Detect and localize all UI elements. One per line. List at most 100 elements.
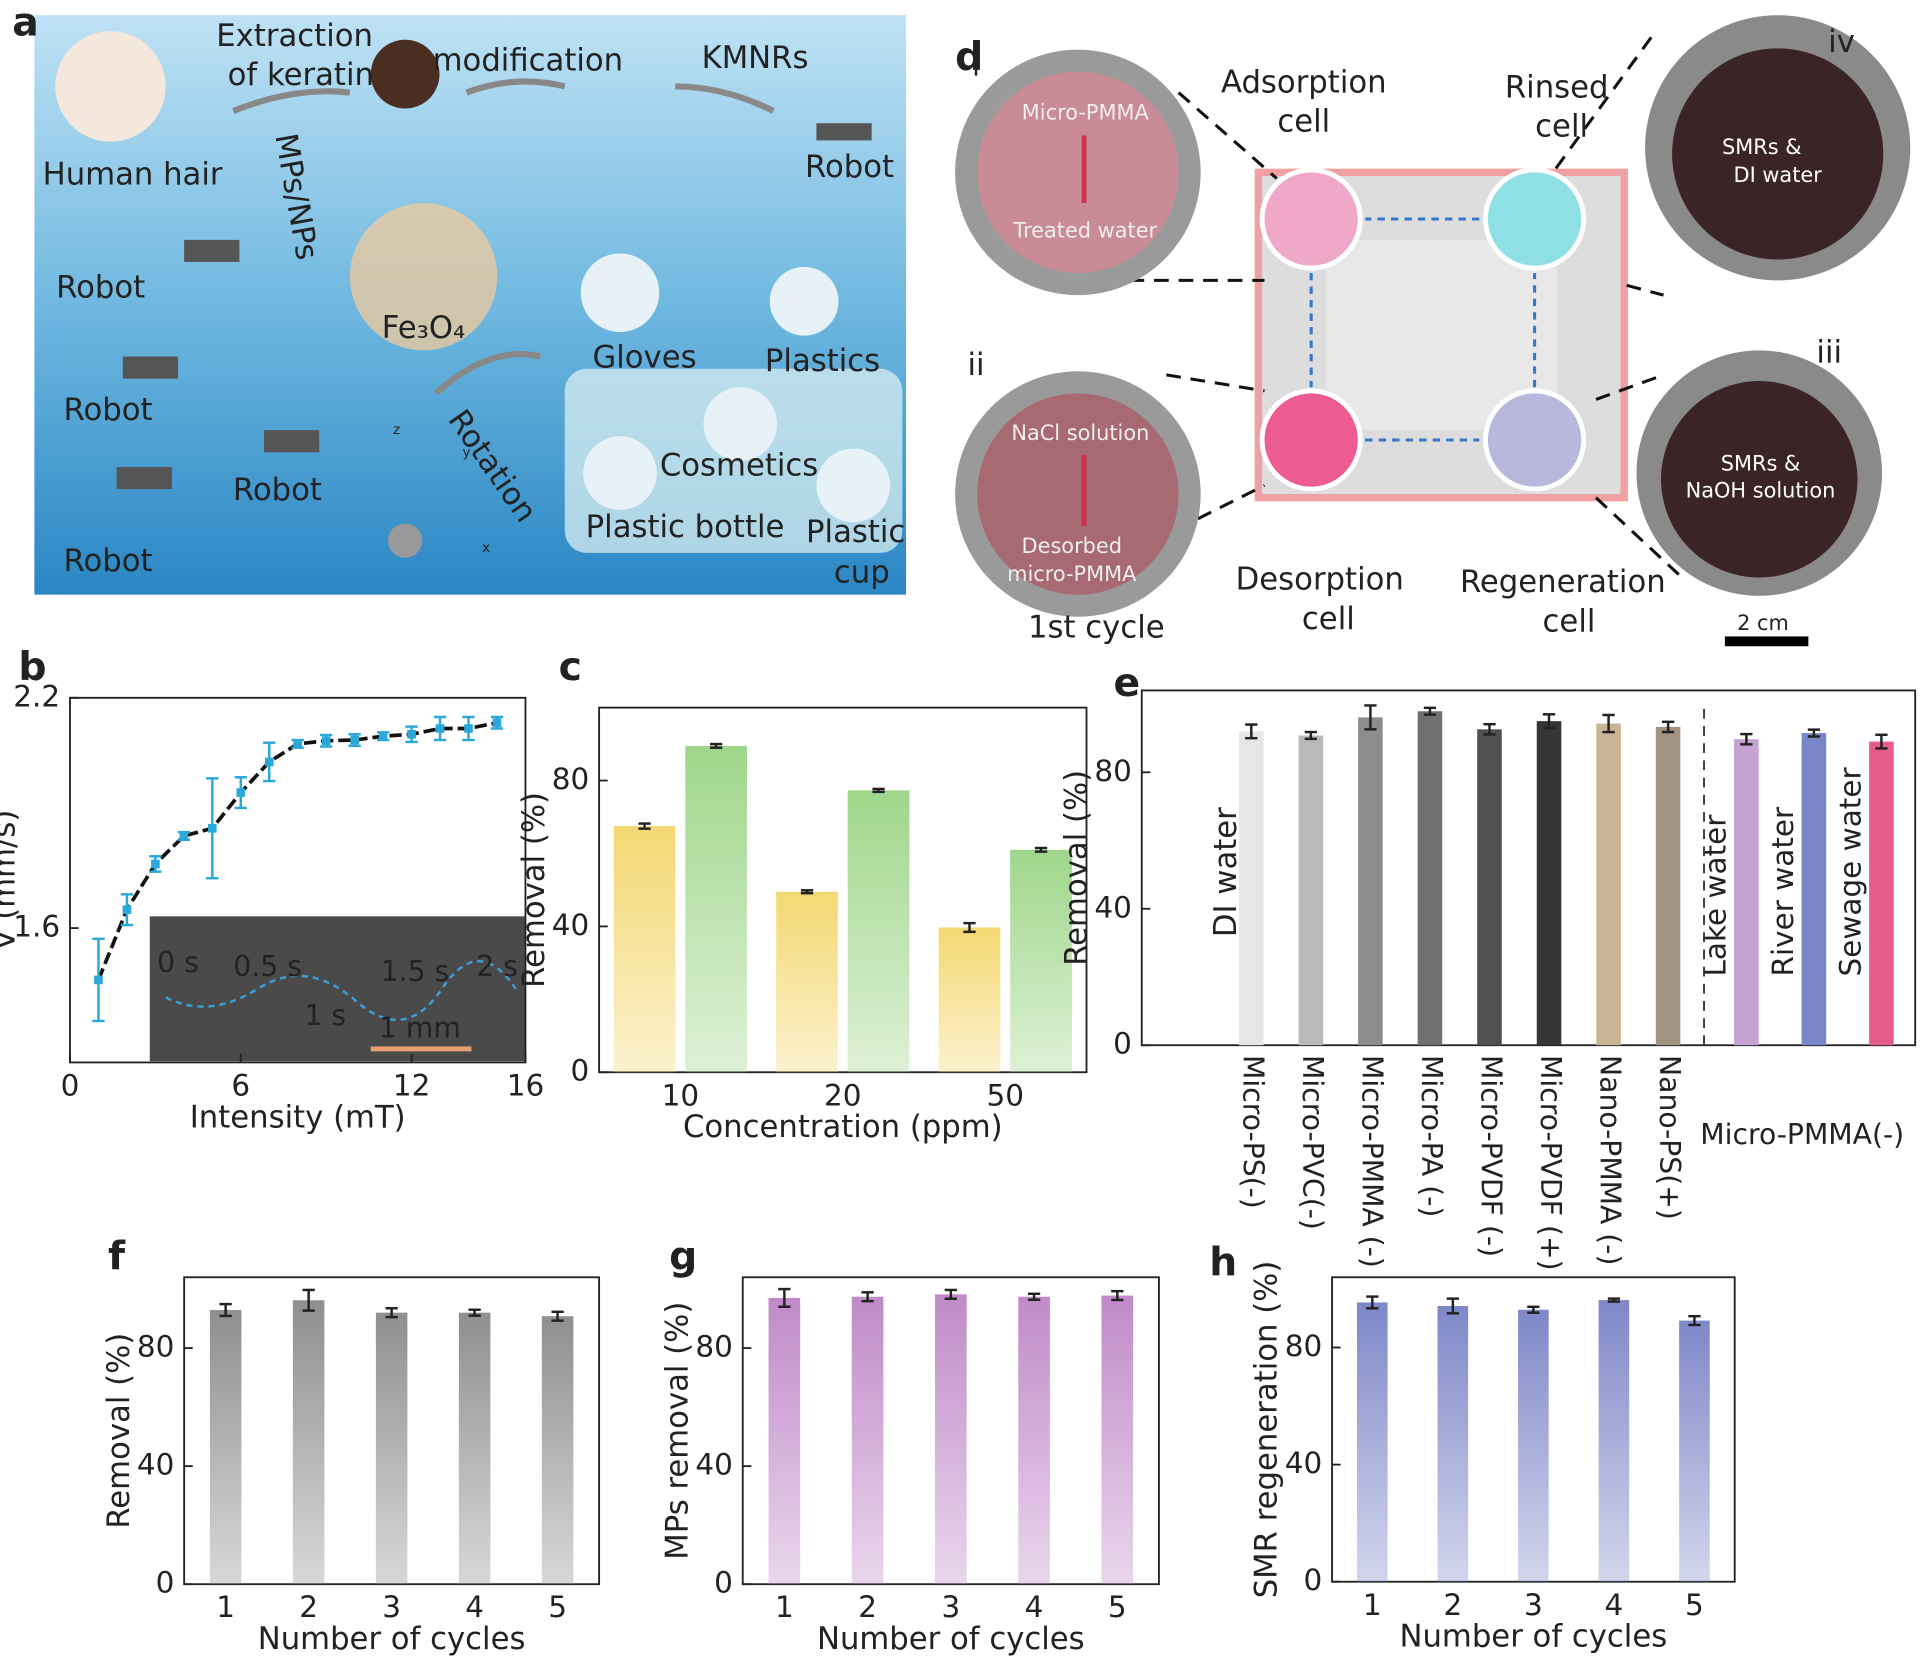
panel-letter: h [1209,1240,1237,1285]
plot-frame [1140,689,1917,1047]
a-label: modification [433,43,623,78]
a-label: Robot [233,473,322,508]
y-axis-label: Removal (%) [102,1333,137,1529]
bar [292,1300,325,1585]
data-point [151,859,160,869]
x-tick-label: 20 [824,1078,861,1112]
inset-annotation: 0.5 s [233,950,302,983]
robots [116,123,872,490]
bar [1437,1305,1469,1582]
bar [851,1296,884,1585]
a-label: z [393,422,400,438]
regeneration-cell [1483,388,1587,492]
bar [685,745,747,1073]
panel-letter: e [1114,661,1141,706]
data-point [179,831,189,841]
x-tick-label: 5 [548,1590,567,1624]
d-label: i [972,51,980,82]
x-tick-label: 4 [1605,1588,1624,1622]
data-point [122,905,132,914]
bar [1010,849,1072,1073]
y-tick-label: 80 [552,762,589,796]
data-point [350,735,359,745]
d-label: NaCl solution [1011,421,1149,445]
x-tick-label: Sewage water [1833,767,1867,977]
bar [541,1316,574,1585]
bar [938,927,1001,1073]
data-point [264,757,274,767]
y-tick-label: 0 [156,1566,175,1600]
x-axis-label: Number of cycles [258,1622,526,1657]
photo-iv-liquid [1672,48,1884,260]
x-tick-label: 0 [61,1068,80,1102]
bar [1536,721,1562,1046]
a-label: Robot [64,544,153,579]
y-tick-label: 40 [552,908,589,942]
inset-annotation: 2 s [476,950,518,983]
panel-letter: c [559,645,582,690]
panel-letter: f [108,1234,126,1279]
bar [1101,1295,1134,1585]
x-tick-label: 3 [941,1590,960,1624]
a-label: y [463,444,471,460]
d-label: micro-PMMA [1007,562,1137,586]
x-tick-label: 12 [393,1068,430,1102]
panel-letter: g [669,1234,697,1279]
d-label: Desorption [1236,563,1404,598]
hair-icon [55,31,166,142]
panel-letters: a b c d e f g h [12,1,1237,1286]
a-label: Plastics [765,344,880,379]
group-annotation: Micro-PMMA(-) [1700,1118,1904,1151]
x-tick-label: 50 [987,1078,1024,1112]
y-axis-label: SMR regeneration (%) [1250,1261,1285,1599]
a-label: Cosmetics [660,448,818,483]
d-label: cell [1535,110,1588,145]
keratin-icon [370,39,440,109]
bar [1298,735,1324,1046]
inset-trajectory [165,960,517,1022]
y-tick-label: 40 [1094,890,1131,924]
cup-icon [816,448,891,523]
x-tick-label: 3 [382,1590,401,1624]
x-tick-label: 5 [1108,1590,1127,1624]
inset-scale [370,1046,472,1052]
a-label: x [482,540,490,556]
panel-letter: b [18,645,46,690]
y-axis-label: Removal (%) [1059,770,1094,966]
bar [1417,711,1443,1046]
a-label: Plastic bottle [586,510,785,545]
a-label: Fe₃O₄ [382,311,466,346]
x-tick-label: 2 [858,1590,877,1624]
plot-frame [598,706,1088,1074]
bar [776,891,838,1073]
data-point [321,736,331,746]
x-tick-label: 16 [507,1068,544,1102]
y-tick-label: 40 [137,1448,174,1482]
group-annotation: DI water [1209,807,1244,937]
data-point [378,731,388,741]
x-tick-label: 4 [1025,1590,1044,1624]
d-label: SMRs & [1722,135,1802,159]
x-axis-label: Concentration (ppm) [683,1110,1003,1145]
d-label: Treated water [1012,218,1157,242]
photo-ii-liquid [977,393,1179,595]
data-point [435,724,445,733]
d-label: DI water [1734,163,1823,187]
y-tick-label: 40 [1285,1446,1322,1480]
data-point [94,975,103,985]
d-label: Micro-PMMA [1022,100,1150,124]
photo-iii-liquid [1661,381,1858,578]
x-tick-label: 2 [299,1590,318,1624]
inset-annotation: 0 s [157,946,199,979]
d-label: Desorbed [1022,534,1122,558]
bar [847,790,910,1073]
a-label: Human hair [43,158,223,193]
d-label: cell [1543,604,1596,639]
a-label: Plastic [806,515,905,550]
bar [1477,729,1502,1046]
x-tick-label: 10 [662,1078,699,1112]
plastics-icon [769,266,839,336]
y-axis-label: V (mm/s) [0,810,23,951]
d-label: NaOH solution [1686,479,1836,503]
a-label: Gloves [592,340,696,375]
